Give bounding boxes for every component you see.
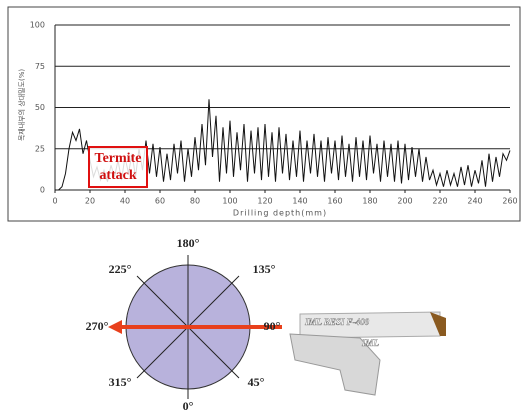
y-tick-label: 25 [35,144,45,153]
x-tick-label: 180 [362,197,377,206]
x-tick-label: 100 [222,197,237,206]
y-tick-label: 0 [40,186,45,195]
angle-label: 135° [253,262,276,276]
diagram: IML RESI F-400 IML 180° 135° 90° 45° 0° 315° 2… [86,236,446,413]
angle-label: 45° [248,375,265,389]
x-tick-label: 40 [120,197,130,206]
angle-label: 315° [109,375,132,389]
x-tick-label: 120 [257,197,272,206]
angle-label: 90° [264,319,281,333]
angle-label: 0° [183,399,194,413]
device-brand: IML [361,338,380,348]
x-tick-label: 20 [85,197,95,206]
figure: Drilling depth(mm) 목재내부의 상대밀도(%) IML RES… [0,0,526,416]
y-tick-label: 50 [35,103,45,112]
page: {"chart_data": {"type": "line", "y_label… [0,0,526,416]
x-tick-label: 60 [155,197,165,206]
x-tick-label: 80 [190,197,200,206]
y-tick-label: 100 [30,21,45,30]
angle-label: 270° [86,319,109,333]
x-tick-label: 0 [52,197,57,206]
angle-label: 180° [177,236,200,250]
device-label: IML RESI F-400 [304,317,370,327]
x-tick-label: 160 [327,197,342,206]
x-tick-label: 200 [397,197,412,206]
x-axis-label: Drilling depth(mm) [233,209,327,218]
y-axis-label: 목재내부의 상대밀도(%) [17,69,26,142]
y-tick-label: 75 [35,62,45,71]
x-tick-label: 240 [467,197,482,206]
x-tick-label: 140 [292,197,307,206]
chart-frame [8,7,520,221]
x-tick-label: 260 [502,197,517,206]
angle-label: 225° [109,262,132,276]
x-tick-label: 220 [432,197,447,206]
annotation: Termite attack [88,146,148,188]
arrow-head [108,320,122,334]
